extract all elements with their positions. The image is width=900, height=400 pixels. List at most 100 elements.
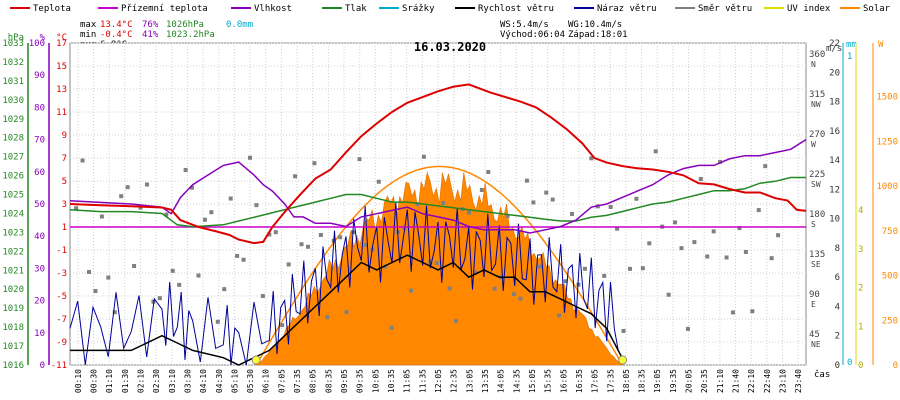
x-tick-label: 02:30	[152, 369, 161, 393]
humidity-axis-unit: %	[40, 33, 46, 43]
x-tick-label: 20:35	[700, 369, 709, 393]
wind-direction-point	[718, 159, 723, 164]
humidity-line	[69, 138, 807, 234]
pressure-axis-tick: 1024	[2, 209, 24, 219]
x-axis-label: čas	[814, 369, 830, 380]
wind-direction-point	[421, 154, 426, 159]
temperature-line	[69, 83, 807, 245]
pressure-axis-tick: 1032	[2, 58, 24, 68]
wind-axis-tick: 12	[829, 185, 840, 195]
x-tick-label: 05:30	[246, 369, 255, 393]
stat-max-press: 1026hPa	[166, 20, 204, 30]
humidity-axis-tick: 80	[34, 103, 45, 113]
wind-direction-point	[74, 206, 79, 211]
humidity-axis-tick: 10	[34, 329, 45, 339]
pressure-axis-tick: 1019	[2, 304, 24, 314]
wind-direction-point	[756, 208, 761, 213]
x-tick-label: 22:40	[763, 369, 772, 393]
legend-label: Vlhkost	[254, 4, 292, 14]
wind-direction-point	[325, 315, 330, 320]
temperature-axis-tick: 13	[56, 85, 67, 95]
wind-direction-point	[318, 232, 323, 237]
wind-axis-tick: 18	[829, 98, 840, 108]
solar-axis-tick: 500	[882, 272, 898, 282]
temperature-axis-tick: 11	[56, 108, 67, 118]
wind-direction-point	[473, 270, 478, 275]
wind-direction-point	[196, 273, 201, 278]
stat-min-temp: -0.4°C	[100, 30, 133, 40]
stat-sunrise: Východ:06:04	[500, 30, 565, 40]
wind-direction-point	[157, 296, 162, 301]
x-tick-label: 15:35	[544, 369, 553, 393]
wind-direction-point	[544, 190, 549, 195]
legend-label: Solar	[863, 4, 891, 14]
x-tick-label: 00:10	[74, 369, 83, 393]
wind-axis-tick: 16	[829, 127, 840, 137]
x-tick-label: 03:30	[183, 369, 192, 393]
x-tick-label: 04:30	[215, 369, 224, 393]
sunrise-marker	[251, 355, 261, 365]
wind-direction-point	[363, 243, 368, 248]
pressure-axis-tick: 1016	[2, 361, 24, 371]
wind-direction-point	[647, 241, 652, 246]
wind-direction-point	[409, 288, 414, 293]
wind-direction-point	[389, 325, 394, 330]
wind-axis-unit: m/s	[826, 44, 842, 54]
x-tick-label: 02:10	[136, 369, 145, 393]
pressure-axis-tick: 1033	[2, 39, 24, 49]
humidity-axis-tick: 90	[34, 71, 45, 81]
wind-direction-point	[144, 182, 149, 187]
wind-direction-point	[260, 294, 265, 299]
wind-direction-point	[731, 310, 736, 315]
wind-direction-point	[557, 313, 562, 318]
temperature-axis-tick: -3	[56, 269, 67, 279]
wind-direction-point	[627, 266, 632, 271]
temperature-axis-tick: 15	[56, 62, 67, 72]
x-tick-label: 13:05	[465, 369, 474, 393]
wind-direction-point	[87, 269, 92, 274]
pressure-axis-tick: 1022	[2, 247, 24, 257]
x-tick-label: 06:10	[262, 369, 271, 393]
x-tick-label: 11:05	[403, 369, 412, 393]
legend-label: Směr větru	[698, 4, 752, 14]
wind-direction-point	[537, 264, 542, 269]
wind-direction-point	[190, 185, 195, 190]
wind-axis-tick: 8	[835, 244, 840, 254]
x-tick-label: 17:35	[606, 369, 615, 393]
wind-direction-point	[666, 292, 671, 297]
uv-axis-tick: 4	[858, 206, 863, 216]
wind-direction-point	[357, 157, 362, 162]
wind-direction-point	[112, 310, 117, 315]
wind-direction-point	[202, 217, 207, 222]
solar-axis-tick: 1500	[876, 93, 898, 103]
wind-direction-point	[99, 214, 104, 219]
wind-direction-point	[241, 257, 246, 262]
wind-direction-point	[705, 254, 710, 259]
solar-axis-tick: 1250	[876, 137, 898, 147]
wind-direction-point	[776, 233, 781, 238]
direction-degree-tick: 270	[809, 130, 825, 140]
pressure-axis-tick: 1026	[2, 172, 24, 182]
wind-axis-tick: 0	[835, 361, 840, 371]
wind-direction-point	[338, 235, 343, 240]
x-tick-label: 00:30	[89, 369, 98, 393]
x-tick-label: 01:30	[121, 369, 130, 393]
wind-direction-point	[215, 319, 220, 324]
wind-direction-point	[640, 266, 645, 271]
wind-direction-point	[280, 323, 285, 328]
wind-direction-point	[299, 242, 304, 247]
direction-compass-tick: NE	[811, 340, 821, 349]
x-tick-label: 16:35	[575, 369, 584, 393]
wind-direction-point	[653, 149, 658, 154]
wind-axis-tick: 2	[835, 332, 840, 342]
stat-max-temp: 13.4°C	[100, 20, 133, 30]
wind-direction-point	[119, 194, 124, 199]
wind-direction-point	[254, 203, 259, 208]
wind-direction-point	[454, 319, 459, 324]
humidity-axis-tick: 30	[34, 264, 45, 274]
wind-direction-point	[512, 292, 517, 297]
wind-direction-point	[170, 268, 175, 273]
temperature-axis-tick: -9	[56, 338, 67, 348]
series-layer	[69, 83, 807, 366]
solar-axis-tick: 250	[882, 316, 898, 326]
